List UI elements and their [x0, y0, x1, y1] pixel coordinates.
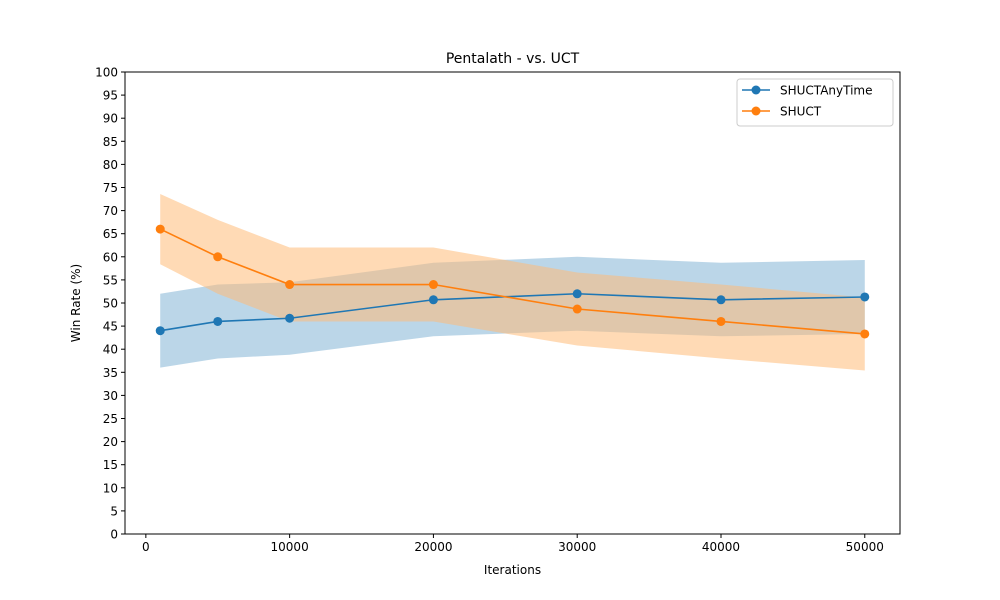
y-tick-label: 100 — [95, 66, 118, 80]
x-tick-label: 20000 — [414, 540, 452, 554]
data-point — [716, 316, 726, 326]
y-tick-label: 15 — [103, 458, 118, 472]
data-point — [572, 304, 582, 314]
y-tick-label: 90 — [103, 112, 118, 126]
data-point — [213, 316, 223, 326]
x-axis-ticks: 0 10000 20000 30000 40000 50000 — [142, 534, 884, 554]
y-tick-label: 75 — [103, 181, 118, 195]
x-tick-label: 40000 — [702, 540, 740, 554]
y-tick-label: 25 — [103, 412, 118, 426]
data-point — [428, 280, 438, 290]
y-tick-label: 55 — [103, 273, 118, 287]
legend-box — [736, 78, 894, 127]
y-tick-label: 10 — [103, 481, 118, 495]
y-tick-label: 95 — [103, 89, 118, 103]
chart-title: Pentalath - vs. UCT — [446, 51, 580, 67]
x-tick-label: 50000 — [846, 540, 884, 554]
y-axis-label: Win Rate (%) — [69, 264, 83, 342]
legend-swatch-marker — [751, 106, 761, 116]
data-point — [572, 289, 582, 299]
y-axis-ticks: 0 5 10 15 20 25 30 35 40 45 50 55 60 65 70 75 80 85 90 95 10… — [95, 66, 125, 542]
data-point — [860, 329, 870, 339]
legend-label: SHUCTAnyTime — [780, 84, 872, 98]
legend: SHUCTAnyTime SHUCT — [736, 78, 894, 127]
data-point — [155, 326, 165, 336]
y-tick-label: 45 — [103, 320, 118, 334]
y-tick-label: 80 — [103, 158, 118, 172]
data-point — [285, 280, 295, 290]
x-tick-label: 30000 — [558, 540, 596, 554]
data-point — [428, 295, 438, 305]
data-point — [155, 224, 165, 234]
y-tick-label: 20 — [103, 435, 118, 449]
y-tick-label: 50 — [103, 297, 118, 311]
y-tick-label: 35 — [103, 366, 118, 380]
data-point — [285, 313, 295, 323]
y-tick-label: 5 — [110, 504, 118, 518]
y-tick-label: 70 — [103, 204, 118, 218]
y-tick-label: 0 — [110, 528, 118, 542]
x-tick-label: 10000 — [271, 540, 309, 554]
series-markers — [155, 224, 870, 339]
confidence-band-1 — [160, 193, 865, 371]
data-point — [716, 295, 726, 305]
data-point — [213, 252, 223, 262]
y-tick-label: 85 — [103, 135, 118, 149]
y-tick-label: 40 — [103, 343, 118, 357]
legend-label: SHUCT — [780, 105, 822, 119]
x-tick-label: 0 — [142, 540, 150, 554]
y-tick-label: 30 — [103, 389, 118, 403]
data-point — [860, 292, 870, 302]
y-tick-label: 65 — [103, 227, 118, 241]
confidence-bands — [160, 193, 865, 371]
y-tick-label: 60 — [103, 250, 118, 264]
legend-swatch-marker — [751, 85, 761, 95]
x-axis-label: Iterations — [484, 563, 541, 577]
